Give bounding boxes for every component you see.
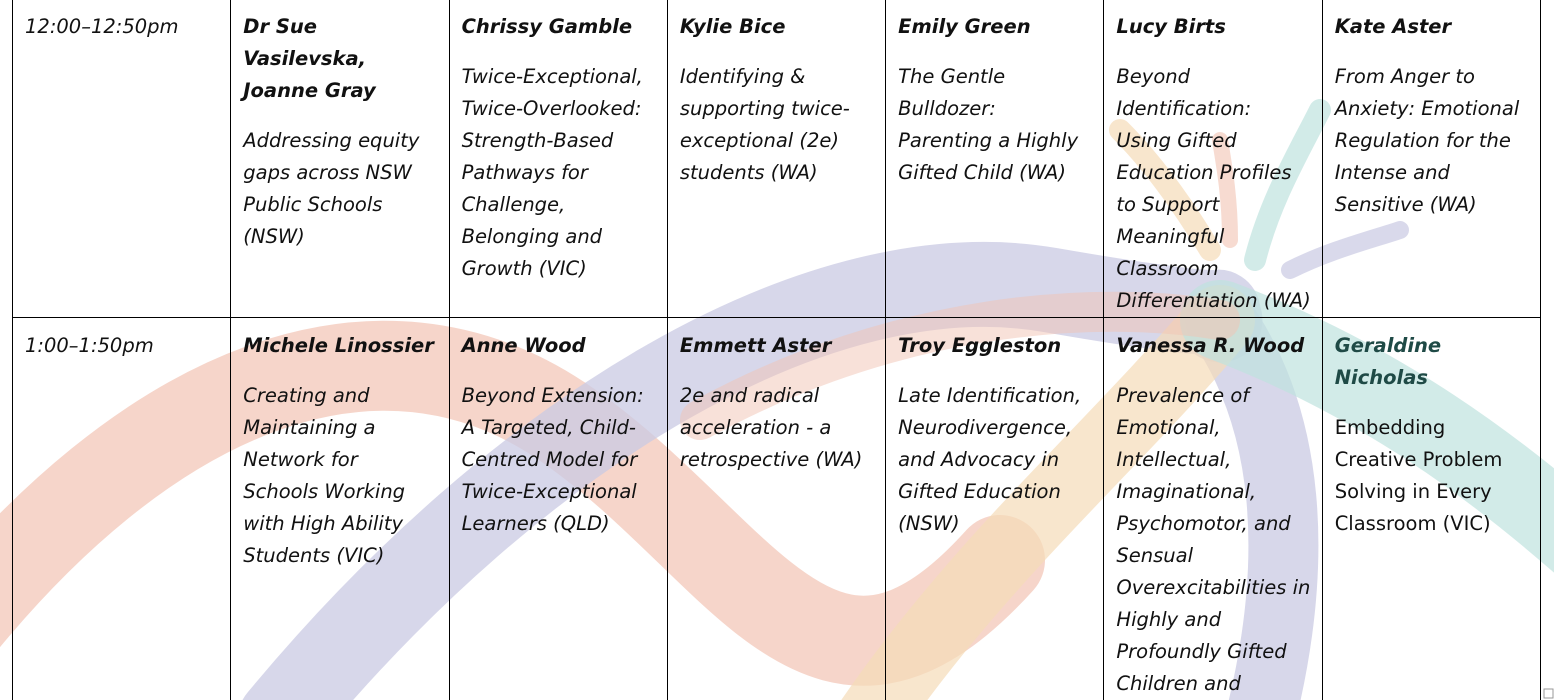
speaker-name: Emily Green <box>898 15 1031 38</box>
speaker-name: Michele Linossier <box>243 334 434 357</box>
session-title: From Anger to Anxiety: Emotional Regulat… <box>1334 65 1520 216</box>
session-cell: Emmett Aster 2e and radical acceleration … <box>666 317 887 700</box>
session-cell: Dr Sue Vasilevska, Joanne Gray Addressing… <box>230 0 450 318</box>
session-title: Late Identification, Neurodivergence, an… <box>898 384 1082 535</box>
session-title: Embedding Creative Problem Solving in Ev… <box>1334 416 1503 535</box>
speaker-name: Vanessa R. Wood <box>1116 334 1305 357</box>
session-time: 1:00–1:50pm <box>25 334 154 357</box>
speaker-name: Anne Wood <box>461 334 586 357</box>
session-cell: Vanessa R. Wood Prevalence of Emotional, … <box>1103 317 1323 700</box>
speaker-name: Geraldine Nicholas <box>1334 334 1442 389</box>
session-title: Prevalence of Emotional, Intellectual, I… <box>1116 384 1311 695</box>
session-cell: Geraldine Nicholas Embedding Creative Pro… <box>1321 317 1542 700</box>
speaker-name: Emmett Aster <box>679 334 832 357</box>
session-title: Twice-Exceptional, Twice-Overlooked: Str… <box>461 65 643 280</box>
session-cell: Chrissy Gamble Twice-Exceptional, Twice-O… <box>448 0 668 318</box>
speaker-name: Kate Aster <box>1334 15 1452 38</box>
speaker-name: Kylie Bice <box>679 15 786 38</box>
schedule-table: 12:00–12:50pm Dr Sue Vasilevska, Joanne G… <box>11 0 1542 700</box>
time-cell: 12:00–12:50pm <box>11 0 232 318</box>
session-cell: Kylie Bice Identifying & supporting twice… <box>666 0 887 318</box>
table-body: 12:00–12:50pm Dr Sue Vasilevska, Joanne G… <box>11 0 1542 700</box>
session-cell: Troy Eggleston Late Identification, Neuro… <box>885 317 1105 700</box>
session-title: Creating and Maintaining a Network for S… <box>243 384 406 567</box>
session-title: Beyond Identification: Using Gifted Educ… <box>1116 65 1311 312</box>
speaker-name: Lucy Birts <box>1116 15 1226 38</box>
session-time: 12:00–12:50pm <box>25 15 179 38</box>
speaker-name: Troy Eggleston <box>898 334 1062 357</box>
session-title: Identifying & supporting twice-exception… <box>679 65 850 184</box>
time-cell: 1:00–1:50pm <box>11 317 232 700</box>
session-title: The Gentle Bulldozer: Parenting a Highly… <box>898 65 1079 184</box>
session-title: Addressing equity gaps across NSW Public… <box>243 129 420 248</box>
speaker-name: Chrissy Gamble <box>461 15 633 38</box>
session-cell: Lucy Birts Beyond Identification: Using G… <box>1103 0 1323 318</box>
session-title: 2e and radical acceleration - a retrospe… <box>679 384 863 471</box>
session-cell: Kate Aster From Anger to Anxiety: Emotion… <box>1321 0 1542 318</box>
session-title: Beyond Extension: A Targeted, Child-Cent… <box>461 384 644 535</box>
session-cell: Emily Green The Gentle Bulldozer: Parenti… <box>885 0 1105 318</box>
session-cell: Michele Linossier Creating and Maintainin… <box>230 317 450 700</box>
speaker-name: Dr Sue Vasilevska, Joanne Gray <box>243 15 376 102</box>
table-row: 1:00–1:50pm Michele Linossier Creating and… <box>11 317 1542 700</box>
session-cell: Anne Wood Beyond Extension: A Targeted, C… <box>448 317 668 700</box>
table-row: 12:00–12:50pm Dr Sue Vasilevska, Joanne G… <box>11 0 1542 318</box>
